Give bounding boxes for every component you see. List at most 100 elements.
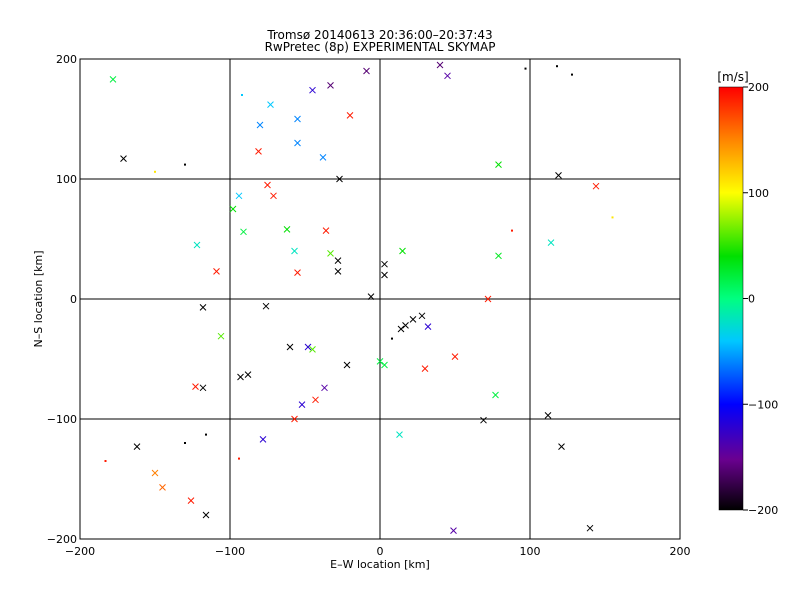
cross-point xyxy=(213,268,220,275)
x-tick-label: −200 xyxy=(65,545,95,558)
cross-stroke xyxy=(319,154,327,161)
cross-point xyxy=(237,373,244,381)
cross-stroke xyxy=(450,527,457,534)
dot-point xyxy=(205,433,207,436)
y-tick-labels: −200 −100 0 100 200 xyxy=(47,53,77,546)
cross-point xyxy=(424,323,432,330)
cross-point xyxy=(376,358,384,365)
cross-point xyxy=(451,353,459,360)
cross-stroke xyxy=(259,436,267,443)
cross-point xyxy=(343,361,351,369)
cross-stroke xyxy=(495,252,502,260)
cross-stroke xyxy=(424,323,432,330)
cross-point xyxy=(592,182,600,190)
cross-point xyxy=(484,295,492,303)
x-tick-labels: −200 −100 0 100 200 xyxy=(65,545,691,558)
cross-point xyxy=(270,192,277,200)
cross-stroke xyxy=(334,257,342,264)
cross-point xyxy=(151,469,159,477)
cross-point xyxy=(291,247,298,255)
x-tick-label: 100 xyxy=(520,545,541,558)
cross-point xyxy=(298,401,306,408)
cross-stroke xyxy=(235,192,243,200)
cross-stroke xyxy=(202,511,210,519)
cross-point xyxy=(402,322,409,329)
cross-stroke xyxy=(343,361,351,369)
cross-stroke xyxy=(402,322,409,329)
cross-stroke xyxy=(399,247,406,255)
cross-point xyxy=(159,484,166,491)
dot-point xyxy=(241,94,243,96)
cross-point xyxy=(240,228,247,236)
colorbar-tick-label: −200 xyxy=(748,504,778,517)
y-tick-label: 0 xyxy=(70,293,77,306)
cross-point xyxy=(547,239,555,246)
cross-stroke xyxy=(451,353,459,360)
cross-stroke xyxy=(240,228,247,236)
cross-point xyxy=(304,343,312,351)
dot-point xyxy=(391,337,393,340)
cross-stroke xyxy=(286,343,294,351)
colorbar-tick-label: 100 xyxy=(748,187,769,200)
cross-point xyxy=(267,101,274,108)
cross-point xyxy=(199,384,207,392)
cross-stroke xyxy=(495,161,502,168)
cross-stroke xyxy=(264,181,271,189)
cross-stroke xyxy=(309,346,316,353)
cross-point xyxy=(363,67,370,75)
cross-point xyxy=(418,312,426,320)
cross-point xyxy=(367,293,375,300)
cross-stroke xyxy=(187,497,195,504)
colorbar xyxy=(718,86,744,511)
cross-stroke xyxy=(291,247,298,255)
cross-point xyxy=(327,82,334,89)
colorbar-tick-label: 0 xyxy=(748,293,755,306)
cross-point xyxy=(229,205,237,213)
cross-point xyxy=(555,172,562,179)
cross-stroke xyxy=(381,271,388,279)
cross-point xyxy=(396,431,403,438)
cross-stroke xyxy=(555,172,562,179)
cross-stroke xyxy=(586,524,594,532)
cross-point xyxy=(312,396,319,404)
cross-point xyxy=(283,226,291,233)
cross-stroke xyxy=(283,226,291,233)
y-tick-label: 100 xyxy=(56,173,77,186)
x-axis-label: E–W location [km] xyxy=(330,558,430,571)
cross-point xyxy=(495,252,502,260)
cross-point xyxy=(255,148,262,155)
colorbar-ticks: 200 100 0 −100 −200 xyxy=(743,81,778,517)
cross-point xyxy=(294,269,301,276)
cross-point xyxy=(544,412,552,419)
cross-point xyxy=(327,250,334,257)
cross-stroke xyxy=(336,175,343,183)
cross-point xyxy=(381,271,388,279)
cross-stroke xyxy=(327,82,334,89)
cross-point xyxy=(193,241,201,249)
grid-lines xyxy=(80,59,680,539)
chart-title-line2: RwPretec (8p) EXPERIMENTAL SKYMAP xyxy=(265,40,496,54)
cross-point xyxy=(334,257,342,264)
cross-point xyxy=(217,332,225,340)
cross-point xyxy=(381,260,388,268)
cross-point xyxy=(294,115,301,123)
cross-stroke xyxy=(294,115,301,123)
cross-point xyxy=(259,436,267,443)
y-tick-label: 200 xyxy=(56,53,77,66)
cross-stroke xyxy=(381,260,388,268)
x-tick-label: 0 xyxy=(377,545,384,558)
cross-stroke xyxy=(309,86,316,94)
cross-point xyxy=(256,121,264,129)
cross-stroke xyxy=(133,443,141,450)
cross-stroke xyxy=(237,373,244,381)
cross-point xyxy=(262,302,270,310)
chart-title-line1: Tromsø 20140613 20:36:00–20:37:43 xyxy=(266,28,492,42)
data-points xyxy=(104,61,614,534)
dot-point xyxy=(511,229,513,232)
cross-stroke xyxy=(397,325,405,333)
cross-stroke xyxy=(255,148,262,155)
cross-stroke xyxy=(159,484,166,491)
cross-point xyxy=(192,383,199,390)
cross-stroke xyxy=(409,316,417,323)
